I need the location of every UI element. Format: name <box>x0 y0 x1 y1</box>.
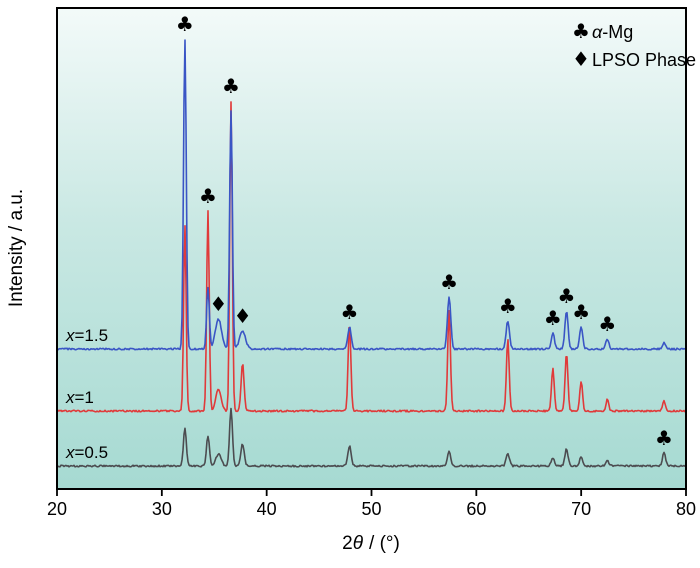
series-label-x=0.5: x=0.5 <box>65 443 108 462</box>
x-axis-ticks: 20 30 40 50 60 70 80 <box>47 489 696 519</box>
club-marker: ♣ <box>199 184 217 208</box>
trace-group <box>57 39 686 468</box>
legend: ♣ α-Mg ♦ LPSO Phase <box>572 19 696 71</box>
legend-label-alpha: α <box>592 22 603 42</box>
x-axis-title: 2θ / (°) <box>342 533 400 554</box>
x-tick-label: 70 <box>571 499 591 519</box>
x-axis-title-prefix: 2 <box>342 533 353 554</box>
series-label-x=1.5: x=1.5 <box>65 326 108 345</box>
x-axis-title-theta: θ <box>353 533 364 554</box>
diamond-marker: ♦ <box>234 304 252 328</box>
club-marker: ♣ <box>440 270 458 294</box>
club-marker: ♣ <box>499 294 517 318</box>
diamond-icon: ♦ <box>572 47 590 71</box>
club-marker: ♣ <box>572 300 590 324</box>
x-tick-label: 80 <box>676 499 696 519</box>
x-tick-label: 60 <box>466 499 486 519</box>
x-tick-label: 30 <box>152 499 172 519</box>
club-marker: ♣ <box>222 74 240 98</box>
series-label-x=1: x=1 <box>65 388 94 407</box>
club-marker: ♣ <box>544 306 562 330</box>
diamond-marker: ♦ <box>209 292 227 316</box>
series-label-group: x=1.5 x=1 x=0.5 <box>65 326 108 462</box>
legend-label-mg: -Mg <box>602 22 633 42</box>
peak-marker-group: ♣♣♣♦ ♦ ♣♣♣ ♣♣♣ ♣♣ <box>176 12 673 450</box>
club-icon: ♣ <box>572 19 590 43</box>
x-axis-title-suffix: / (°) <box>369 533 400 554</box>
x-tick-label: 40 <box>257 499 277 519</box>
y-axis-title: Intensity / a.u. <box>6 189 27 307</box>
club-marker: ♣ <box>558 284 576 308</box>
x-tick-label: 50 <box>361 499 381 519</box>
club-marker: ♣ <box>598 312 616 336</box>
club-marker: ♣ <box>176 12 194 36</box>
legend-label-lpso: LPSO Phase <box>592 50 696 70</box>
x-tick-label: 20 <box>47 499 67 519</box>
legend-label-alpha-mg: α-Mg <box>592 22 633 42</box>
plot-area <box>57 8 686 489</box>
club-marker: ♣ <box>655 426 673 450</box>
xrd-trace-x=1.5 <box>57 39 686 351</box>
xrd-trace-x=1 <box>57 101 686 413</box>
club-marker: ♣ <box>341 300 359 324</box>
xrd-trace-x=0.5 <box>57 407 686 468</box>
